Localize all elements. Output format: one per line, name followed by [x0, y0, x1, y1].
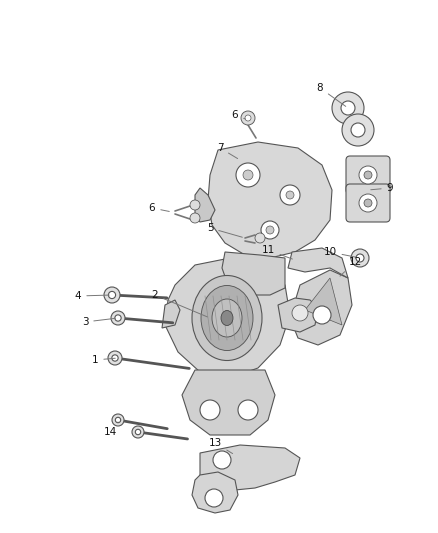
Circle shape [356, 254, 364, 262]
Circle shape [111, 311, 125, 325]
Circle shape [135, 429, 141, 435]
Text: 14: 14 [103, 422, 118, 437]
Circle shape [245, 115, 251, 121]
Polygon shape [200, 445, 300, 490]
Circle shape [351, 123, 365, 137]
Text: 13: 13 [208, 438, 233, 454]
Text: 1: 1 [92, 355, 115, 365]
Circle shape [364, 171, 372, 179]
Circle shape [190, 213, 200, 223]
Ellipse shape [212, 299, 242, 337]
Text: 12: 12 [340, 257, 362, 276]
Circle shape [115, 417, 121, 423]
Circle shape [364, 199, 372, 207]
Polygon shape [305, 278, 342, 325]
Circle shape [108, 351, 122, 365]
Text: 4: 4 [75, 291, 109, 301]
Circle shape [112, 414, 124, 426]
Polygon shape [278, 298, 318, 332]
Circle shape [313, 306, 331, 324]
Circle shape [341, 101, 355, 115]
Text: 3: 3 [82, 317, 115, 327]
Polygon shape [195, 188, 215, 222]
Text: 2: 2 [152, 290, 208, 317]
Text: 8: 8 [317, 83, 346, 107]
Text: 11: 11 [261, 245, 293, 259]
Circle shape [108, 292, 116, 298]
Text: 7: 7 [217, 143, 238, 159]
Ellipse shape [201, 286, 253, 351]
FancyBboxPatch shape [346, 156, 390, 194]
Polygon shape [208, 142, 332, 258]
Text: 5: 5 [207, 223, 242, 237]
Text: 9: 9 [371, 183, 393, 193]
Circle shape [286, 191, 294, 199]
Circle shape [255, 233, 265, 243]
Circle shape [351, 249, 369, 267]
Circle shape [205, 489, 223, 507]
FancyBboxPatch shape [346, 184, 390, 222]
Circle shape [266, 226, 274, 234]
Polygon shape [165, 258, 290, 378]
Circle shape [261, 221, 279, 239]
Circle shape [104, 287, 120, 303]
Circle shape [112, 355, 118, 361]
Ellipse shape [221, 311, 233, 326]
Polygon shape [192, 472, 238, 513]
Polygon shape [288, 248, 348, 278]
Circle shape [238, 400, 258, 420]
Polygon shape [182, 370, 275, 435]
Text: 6: 6 [232, 110, 245, 120]
Circle shape [280, 185, 300, 205]
Circle shape [332, 92, 364, 124]
Polygon shape [290, 270, 352, 345]
Polygon shape [222, 252, 285, 295]
Circle shape [236, 163, 260, 187]
Circle shape [213, 451, 231, 469]
Circle shape [292, 305, 308, 321]
Ellipse shape [192, 276, 262, 360]
Circle shape [359, 194, 377, 212]
Circle shape [200, 400, 220, 420]
Circle shape [359, 166, 377, 184]
Circle shape [241, 111, 255, 125]
Circle shape [243, 170, 253, 180]
Circle shape [342, 114, 374, 146]
Circle shape [115, 315, 121, 321]
Text: 10: 10 [323, 247, 357, 257]
Polygon shape [162, 300, 180, 328]
Text: 6: 6 [148, 203, 169, 213]
Circle shape [132, 426, 144, 438]
Circle shape [190, 200, 200, 210]
